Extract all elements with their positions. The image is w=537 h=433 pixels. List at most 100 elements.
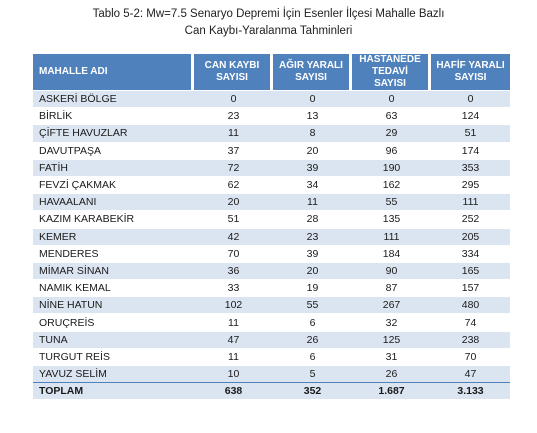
column-header-label: CAN KAYBI (204, 60, 260, 71)
neighborhood-name-cell: TURGUT REİS (33, 347, 194, 365)
caption-line-2: Can Kaybı-Yaralanma Tahminleri (184, 25, 353, 37)
value-cell: 36 (194, 261, 273, 280)
value-cell: 0 (194, 90, 273, 108)
total-value-cell: 3.133 (431, 382, 510, 400)
value-cell: 11 (194, 313, 273, 331)
header-row: MAHALLE ADI CAN KAYBI SAYISI AĞIR YARALI SAY… (33, 54, 510, 90)
value-cell: 174 (431, 141, 510, 159)
value-cell: 157 (431, 279, 510, 297)
value-cell: 23 (273, 227, 352, 245)
column-header-label: HASTANEDE (359, 54, 421, 65)
value-cell: 111 (352, 227, 431, 245)
value-cell: 55 (352, 193, 431, 211)
table-row: ORUÇREİS 11 6 32 74 (33, 313, 510, 331)
total-value-cell: 1.687 (352, 382, 431, 400)
value-cell: 353 (431, 158, 510, 176)
total-row: TOPLAM 638 352 1.687 3.133 (33, 382, 510, 400)
value-cell: 6 (273, 347, 352, 365)
neighborhood-name-cell: ÇİFTE HAVUZLAR (33, 124, 194, 142)
value-cell: 13 (273, 107, 352, 125)
table-row: ÇİFTE HAVUZLAR 11 8 29 51 (33, 124, 510, 142)
table-row: HAVAALANI 20 11 55 111 (33, 193, 510, 211)
neighborhood-name-cell: YAVUZ SELİM (33, 365, 194, 383)
casualty-table: MAHALLE ADI CAN KAYBI SAYISI AĞIR YARALI SAY… (33, 54, 510, 400)
value-cell: 11 (194, 124, 273, 142)
value-cell: 11 (273, 193, 352, 211)
table-row: TURGUT REİS 11 6 31 70 (33, 347, 510, 365)
neighborhood-name-cell: ASKERİ BÖLGE (33, 90, 194, 108)
table-row: KAZIM KARABEKİR 51 28 135 252 (33, 210, 510, 228)
column-header-label: HAFİF YARALI (436, 60, 505, 71)
table-row: KEMER 42 23 111 205 (33, 227, 510, 245)
column-header-label: TEDAVİ SAYISI (372, 66, 408, 89)
table-row: TUNA 47 26 125 238 (33, 330, 510, 348)
value-cell: 62 (194, 175, 273, 194)
neighborhood-name-cell: FATİH (33, 158, 194, 176)
neighborhood-name-cell: BİRLİK (33, 107, 194, 125)
neighborhood-name-cell: MENDERES (33, 244, 194, 262)
value-cell: 33 (194, 279, 273, 297)
value-cell: 55 (273, 296, 352, 314)
neighborhood-name-cell: KAZIM KARABEKİR (33, 210, 194, 228)
column-header-label: AĞIR YARALI (279, 60, 343, 71)
value-cell: 47 (194, 330, 273, 348)
value-cell: 63 (352, 107, 431, 125)
value-cell: 47 (431, 365, 510, 383)
value-cell: 165 (431, 261, 510, 280)
value-cell: 70 (431, 347, 510, 365)
total-value-cell: 638 (194, 382, 273, 400)
neighborhood-name-cell: ORUÇREİS (33, 313, 194, 331)
value-cell: 480 (431, 296, 510, 314)
value-cell: 32 (352, 313, 431, 331)
value-cell: 295 (431, 175, 510, 194)
column-header: HASTANEDE TEDAVİ SAYISI (352, 54, 431, 90)
value-cell: 96 (352, 141, 431, 159)
value-cell: 6 (273, 313, 352, 331)
value-cell: 252 (431, 210, 510, 228)
total-label-cell: TOPLAM (33, 382, 194, 400)
value-cell: 31 (352, 347, 431, 365)
value-cell: 87 (352, 279, 431, 297)
value-cell: 74 (431, 313, 510, 331)
value-cell: 0 (431, 90, 510, 108)
column-header: HAFİF YARALI SAYISI (431, 54, 510, 90)
value-cell: 51 (194, 210, 273, 228)
table-row: MENDERES 70 39 184 334 (33, 244, 510, 262)
value-cell: 20 (273, 141, 352, 159)
value-cell: 10 (194, 365, 273, 383)
value-cell: 39 (273, 244, 352, 262)
value-cell: 135 (352, 210, 431, 228)
value-cell: 334 (431, 244, 510, 262)
value-cell: 42 (194, 227, 273, 245)
value-cell: 72 (194, 158, 273, 176)
neighborhood-name-cell: KEMER (33, 227, 194, 245)
table-row: ASKERİ BÖLGE 0 0 0 0 (33, 90, 510, 108)
value-cell: 238 (431, 330, 510, 348)
table-row: FATİH 72 39 190 353 (33, 158, 510, 176)
value-cell: 8 (273, 124, 352, 142)
value-cell: 26 (273, 330, 352, 348)
value-cell: 26 (352, 365, 431, 383)
value-cell: 51 (431, 124, 510, 142)
value-cell: 29 (352, 124, 431, 142)
value-cell: 70 (194, 244, 273, 262)
neighborhood-name-cell: HAVAALANI (33, 193, 194, 211)
value-cell: 111 (431, 193, 510, 211)
table-body: ASKERİ BÖLGE 0 0 0 0 BİRLİK 23 13 63 124 ÇİFTE HAV… (33, 90, 510, 400)
value-cell: 23 (194, 107, 273, 125)
table-row: FEVZİ ÇAKMAK 62 34 162 295 (33, 175, 510, 194)
value-cell: 19 (273, 279, 352, 297)
value-cell: 11 (194, 347, 273, 365)
value-cell: 190 (352, 158, 431, 176)
value-cell: 5 (273, 365, 352, 383)
value-cell: 0 (352, 90, 431, 108)
column-header: MAHALLE ADI (33, 54, 194, 90)
neighborhood-name-cell: MİMAR SİNAN (33, 261, 194, 280)
column-header-label: SAYISI (295, 72, 327, 83)
table-row: NİNE HATUN 102 55 267 480 (33, 296, 510, 314)
value-cell: 162 (352, 175, 431, 194)
column-header: CAN KAYBI SAYISI (194, 54, 273, 90)
neighborhood-name-cell: FEVZİ ÇAKMAK (33, 175, 194, 194)
value-cell: 90 (352, 261, 431, 280)
caption-line-1: Tablo 5-2: Mw=7.5 Senaryo Depremi İçin E… (92, 8, 445, 20)
